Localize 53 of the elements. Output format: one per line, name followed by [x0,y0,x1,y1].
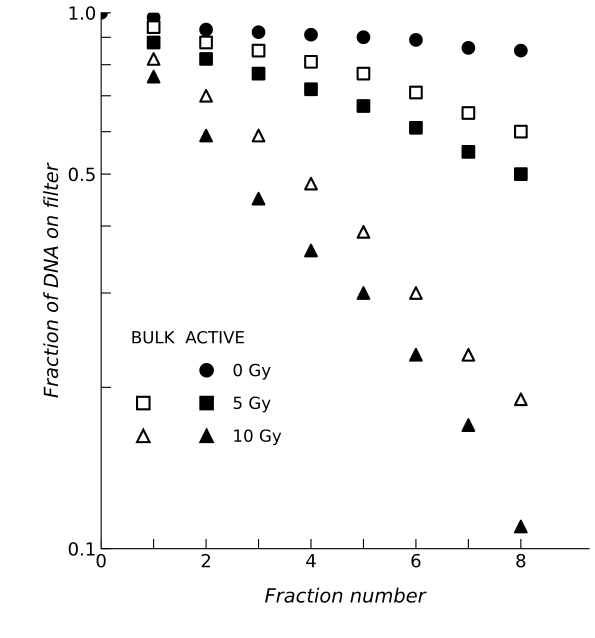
point [462,348,476,362]
legend-label: 5 Gy [234,396,271,412]
y-tick-label: 0.1 [68,542,95,556]
point [146,52,160,66]
y-tick-label: 0.5 [68,168,95,182]
legend-label: 10 Gy [234,429,282,446]
y-tick-label: 1.0 [70,6,96,20]
x-tick-label: 2 [202,554,210,568]
point [146,36,160,50]
point [146,70,160,84]
point [252,44,266,58]
x-tick-label: 4 [306,554,316,568]
point [514,44,528,58]
point [252,25,266,40]
point [356,66,370,80]
point [356,225,370,239]
legend-title: BULK ACTIVE [132,330,244,344]
point [462,145,476,159]
x-axis-title: Fraction number [265,588,427,603]
point [409,120,423,135]
point [304,54,318,69]
point [514,124,528,139]
point [409,33,423,47]
point [199,88,213,103]
point [199,36,213,50]
x-tick-label: 6 [411,554,421,568]
point [514,392,528,406]
point [252,192,266,206]
point [514,167,528,181]
point [462,41,476,55]
point [409,286,423,300]
point [252,128,266,142]
point [356,30,370,44]
point [146,20,160,34]
point [356,286,370,300]
point [304,244,318,258]
point [304,82,318,96]
point [514,520,528,534]
point [199,52,213,66]
x-tick-label: 8 [516,554,526,568]
y-axis-title: Fraction of DNA on filter [43,162,58,398]
point [356,99,370,113]
legend-label: 0 Gy [234,364,271,380]
point [462,418,476,432]
point [252,66,266,80]
point [462,106,476,120]
x-tick-label: 0 [96,554,106,568]
point [199,22,213,37]
point [409,348,423,362]
point [304,28,318,42]
point [304,176,318,190]
point [409,86,423,100]
point [199,128,213,142]
